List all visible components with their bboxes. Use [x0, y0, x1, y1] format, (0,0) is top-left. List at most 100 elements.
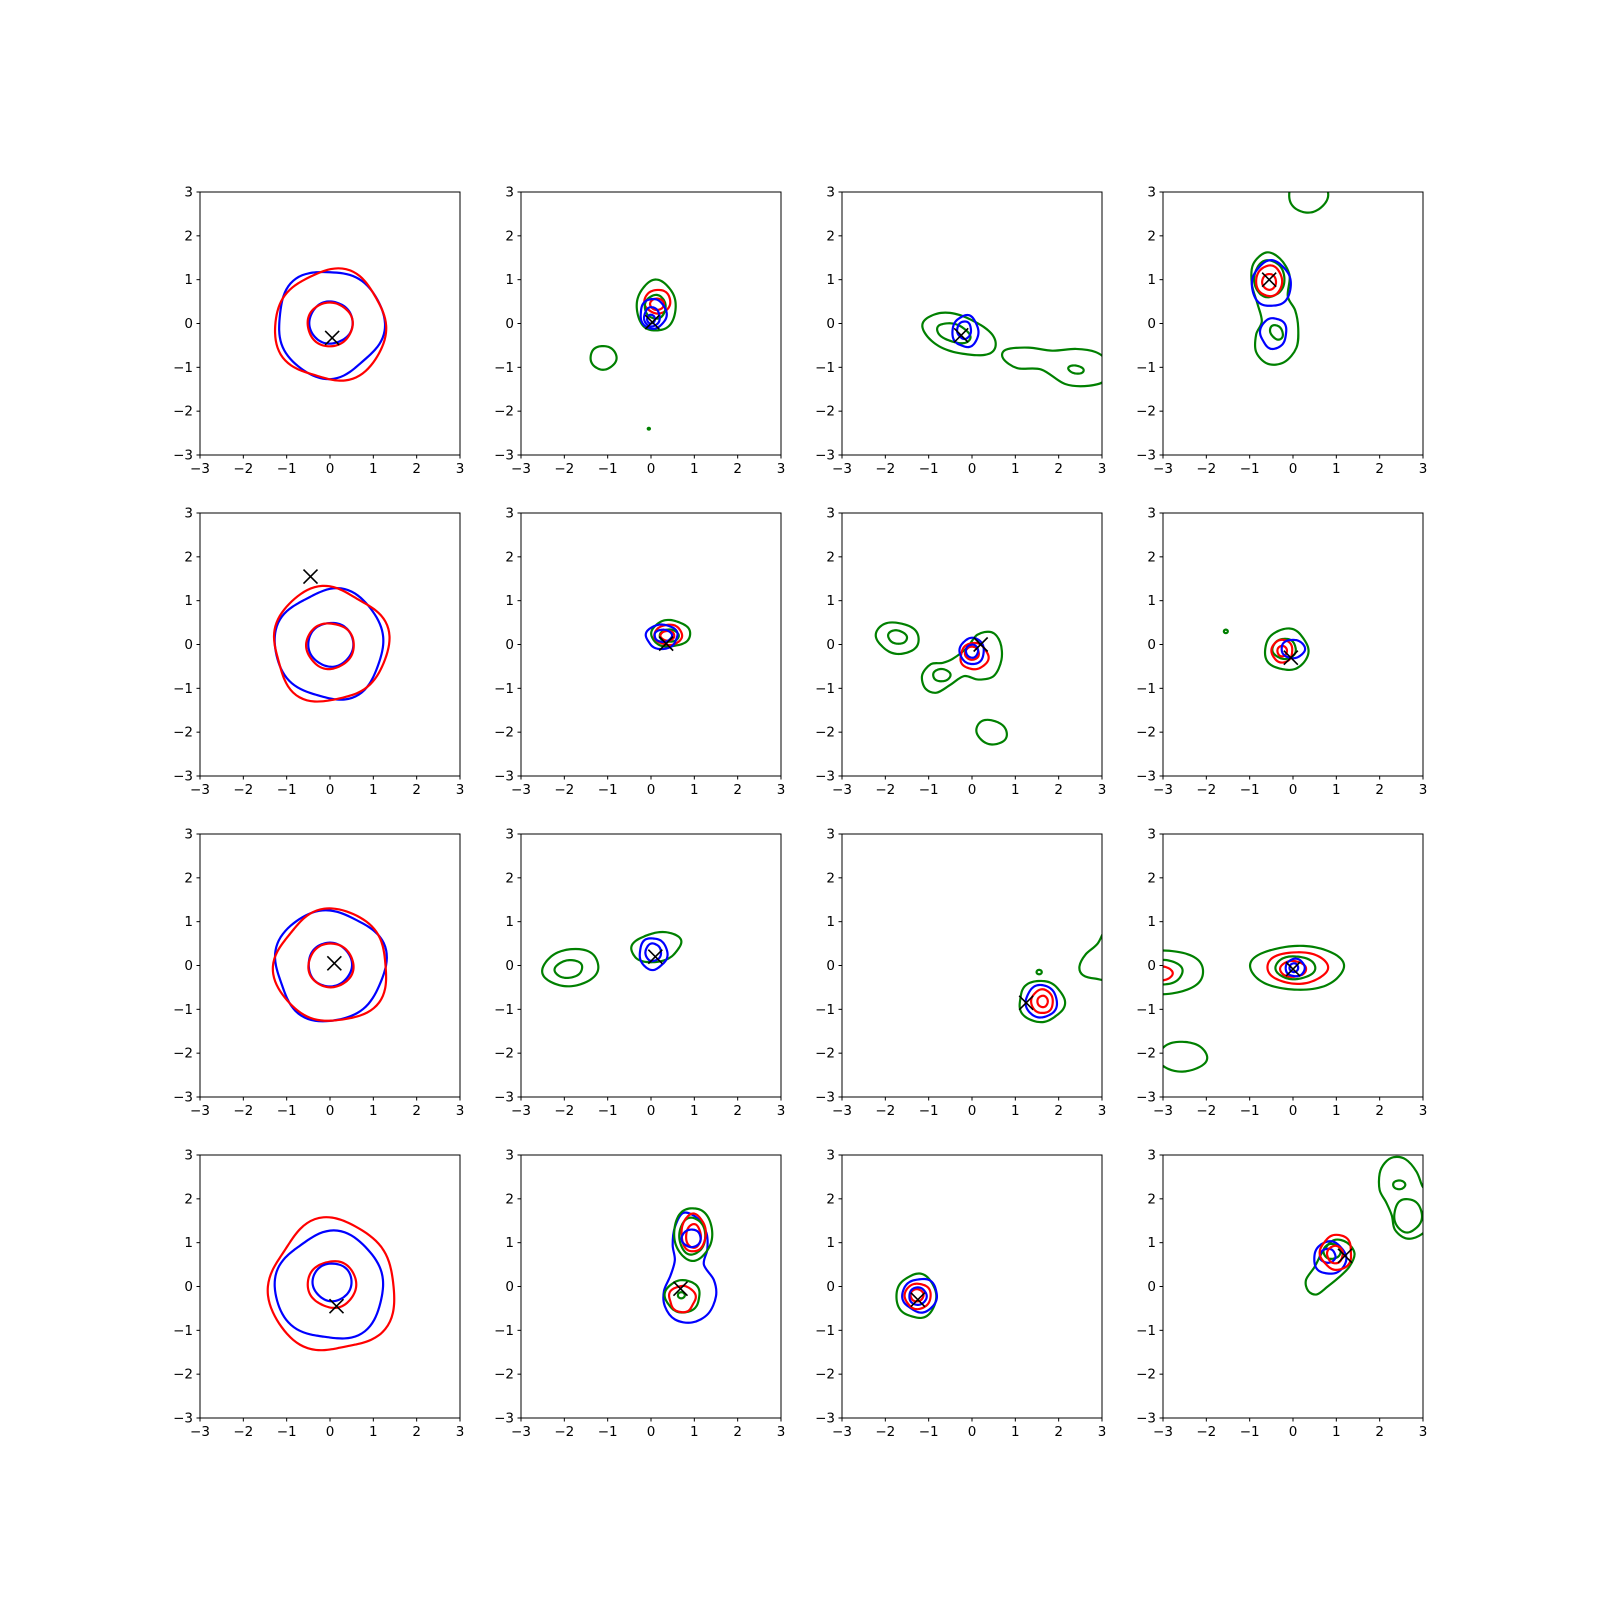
- y-tick-label: −3: [494, 769, 514, 785]
- blue-contour-path: [901, 1277, 939, 1314]
- green-contour-path: [975, 718, 1008, 746]
- y-tick-label: −2: [1136, 725, 1156, 741]
- red-contour-path: [667, 1284, 697, 1314]
- y-tick-label: −2: [815, 404, 835, 420]
- y-tick-label: 3: [826, 185, 835, 201]
- x-tick-label: −1: [277, 461, 297, 477]
- x-tick-label: 3: [777, 461, 786, 477]
- x-tick-label: −2: [554, 1103, 574, 1119]
- y-tick-label: 2: [826, 228, 835, 244]
- x-tick-label: 2: [1054, 461, 1063, 477]
- subplot-r2c2: −3 −3 −2 −2 −1 −1 0 0 1 1 2 2 3 3: [797, 819, 1147, 1131]
- y-tick-label: −1: [815, 681, 835, 697]
- y-tick-label: −3: [494, 1411, 514, 1427]
- x-tick-label: 2: [1054, 782, 1063, 798]
- y-tick-label: −2: [494, 725, 514, 741]
- green-contour-path: [1248, 944, 1346, 991]
- x-tick-label: −1: [1240, 1424, 1260, 1440]
- contour-group: [266, 1216, 396, 1352]
- x-tick-label: −2: [233, 1103, 253, 1119]
- y-tick-label: 2: [184, 549, 193, 565]
- y-tick-label: 3: [826, 506, 835, 522]
- y-tick-label: 2: [184, 228, 193, 244]
- x-tick-label: −1: [277, 1424, 297, 1440]
- blue-contour-path: [278, 270, 387, 381]
- x-tick-label: 2: [412, 461, 421, 477]
- green-contour-path: [1078, 932, 1102, 982]
- green-contour-path: [874, 621, 920, 656]
- x-tick-label: −3: [832, 1103, 852, 1119]
- y-tick-label: 2: [826, 549, 835, 565]
- contour-plot-svg: −3−3 −2 −2 −1 −1 0 0 1 1 2 2 3 3: [1136, 827, 1427, 1120]
- y-tick-label: 3: [505, 185, 514, 201]
- y-tick-label: 2: [826, 870, 835, 886]
- red-contour-path: [273, 267, 388, 382]
- axes-frame: [199, 191, 461, 456]
- x-marker: [302, 568, 319, 585]
- green-contour-path: [1018, 979, 1067, 1024]
- contour-plot-svg: −3−3 −2 −2 −1 −1 0 0 1 1 2 2 3 3: [1136, 1148, 1427, 1441]
- y-tick-label: 2: [505, 870, 514, 886]
- subplot-r0c3: −3 −3 −2 −2 −1 −1 0 0 1 1 2 2 3 3: [1118, 177, 1468, 489]
- y-tick-label: 1: [826, 593, 835, 609]
- x-tick-label: 2: [1375, 782, 1384, 798]
- y-tick-label: 0: [1147, 316, 1156, 332]
- x-tick-label: 0: [968, 782, 977, 798]
- y-tick-label: −2: [494, 1367, 514, 1383]
- y-tick-label: −3: [1136, 769, 1156, 785]
- x-marker: [1261, 272, 1277, 288]
- axes-frame: [199, 1154, 461, 1419]
- y-tick-label: 2: [505, 549, 514, 565]
- x-tick-label: 1: [1011, 461, 1020, 477]
- contour-group: [589, 278, 677, 431]
- x-tick-label: 3: [1098, 782, 1107, 798]
- green-contour-path: [1163, 949, 1205, 996]
- x-tick-label: −3: [511, 782, 531, 798]
- x-tick-label: −3: [511, 461, 531, 477]
- axes-frame: [1162, 191, 1424, 456]
- y-tick-label: −2: [173, 1367, 193, 1383]
- green-contour-path: [1392, 1179, 1407, 1191]
- axes-frame: [841, 191, 1103, 456]
- y-tick-label: 0: [1147, 637, 1156, 653]
- y-tick-label: 1: [184, 1235, 193, 1251]
- y-tick-label: −2: [173, 404, 193, 420]
- x-tick-label: 1: [690, 782, 699, 798]
- green-contour-path: [676, 1291, 686, 1300]
- x-tick-label: −2: [554, 782, 574, 798]
- y-tick-label: −3: [173, 769, 193, 785]
- x-tick-label: −1: [919, 461, 939, 477]
- green-contour-path: [663, 1278, 701, 1314]
- y-tick-label: 3: [505, 506, 514, 522]
- blue-contour-path: [644, 942, 663, 963]
- x-tick-label: −3: [190, 1103, 210, 1119]
- y-tick-label: −3: [173, 448, 193, 464]
- red-contour-path: [680, 1212, 707, 1253]
- x-tick-label: −2: [1196, 1103, 1216, 1119]
- x-tick-label: −2: [1196, 461, 1216, 477]
- x-tick-label: 0: [1289, 782, 1298, 798]
- subplot-r2c3: −3 −3 −2 −2 −1 −1 0 0 1 1 2 2 3 3: [1118, 819, 1468, 1131]
- green-contour-path: [630, 930, 683, 964]
- green-contour-path: [1163, 958, 1184, 986]
- x-tick-label: −2: [875, 461, 895, 477]
- x-tick-label: −1: [1240, 782, 1260, 798]
- x-tick-label: −2: [875, 1103, 895, 1119]
- y-tick-label: −2: [1136, 1046, 1156, 1062]
- red-contour-path: [1255, 264, 1284, 298]
- x-marker: [1285, 961, 1301, 977]
- x-tick-label: −3: [511, 1424, 531, 1440]
- y-tick-label: −2: [815, 725, 835, 741]
- green-contour-path: [1067, 364, 1085, 375]
- x-tick-label: −3: [190, 1424, 210, 1440]
- contour-group: [272, 568, 391, 703]
- contour-plot-svg: −3−3 −2 −2 −1 −1 0 0 1 1 2 2 3 3: [815, 1148, 1106, 1441]
- x-tick-label: 0: [1289, 1424, 1298, 1440]
- red-contour-path: [271, 907, 388, 1022]
- green-contour-path: [1222, 628, 1229, 635]
- green-contour-path: [1393, 1197, 1423, 1234]
- blue-contour-path: [273, 1229, 385, 1340]
- subplot-r3c3: −3 −3 −2 −2 −1 −1 0 0 1 1 2 2 3 3: [1118, 1140, 1468, 1452]
- y-tick-label: −1: [173, 681, 193, 697]
- blue-contour-path: [1250, 259, 1292, 307]
